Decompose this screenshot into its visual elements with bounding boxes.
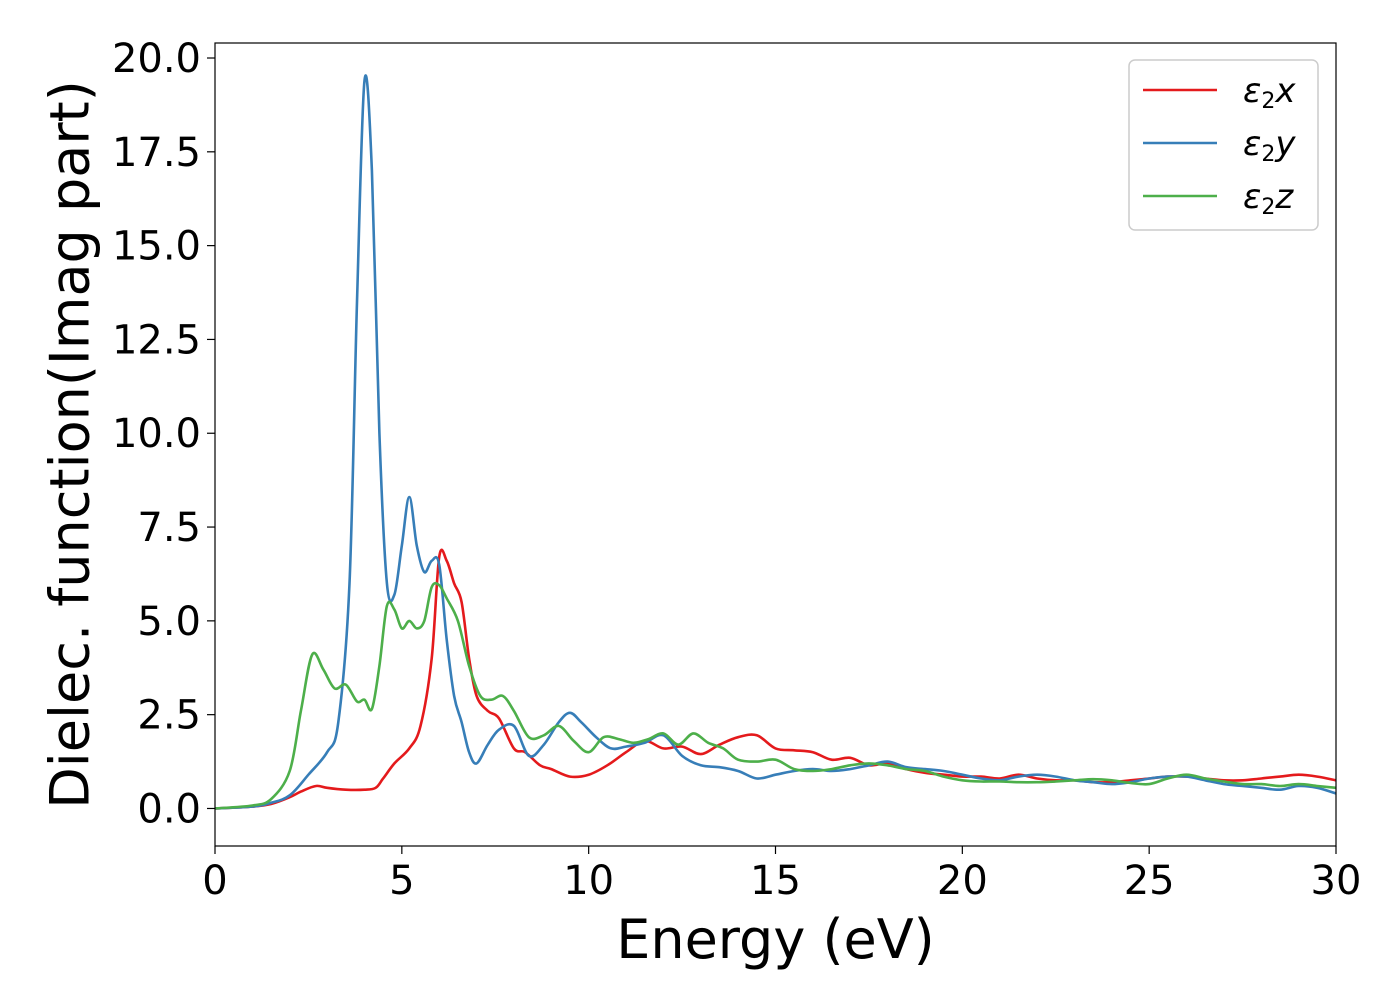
legend-box xyxy=(1128,59,1319,231)
series-line-x xyxy=(215,548,1336,810)
legend-label-sub: 2 xyxy=(1261,195,1275,220)
y-tick-label: 5.0 xyxy=(137,599,201,645)
x-tick-label: 20 xyxy=(937,858,988,904)
legend-label-main: ε xyxy=(1243,124,1261,164)
legend-label-main: ε xyxy=(1243,177,1261,217)
x-tick-label: 15 xyxy=(750,858,801,904)
y-tick-label: 0.0 xyxy=(137,786,201,832)
legend-label-main: ε xyxy=(1243,71,1261,111)
x-tick-label: 25 xyxy=(1124,858,1175,904)
y-tick-label: 12.5 xyxy=(112,317,201,363)
x-tick-label: 10 xyxy=(563,858,614,904)
y-tick-label: 15.0 xyxy=(112,224,201,270)
y-tick-label: 20.0 xyxy=(112,36,201,82)
y-tick-label: 7.5 xyxy=(137,505,201,551)
x-tick-label: 30 xyxy=(1311,858,1362,904)
legend-label: ε2z xyxy=(1243,177,1294,220)
x-tick-label: 5 xyxy=(389,858,414,904)
y-axis-label: Dielec. function(Imag part) xyxy=(39,80,102,809)
legend-item-y: ε2y xyxy=(1143,124,1296,167)
legend-label-var: y xyxy=(1274,124,1296,164)
legend-label-sub: 2 xyxy=(1261,142,1275,167)
y-tick-label: 17.5 xyxy=(112,130,201,176)
legend-item-x: ε2x xyxy=(1143,71,1296,114)
y-tick-label: 2.5 xyxy=(137,693,201,739)
legend-label-var: x xyxy=(1274,71,1296,111)
x-axis-label: Energy (eV) xyxy=(616,908,935,971)
legend-label: ε2y xyxy=(1243,124,1296,167)
ticks-layer: 0 5 10 15 20 25 30 0.0 2.5 5.0 7.5 10.0 12.5 15.0 17.5… xyxy=(112,36,1362,904)
series-line-y xyxy=(215,74,1336,810)
legend-label: ε2x xyxy=(1243,71,1296,114)
legend-label-var: z xyxy=(1274,177,1294,217)
legend-label-sub: 2 xyxy=(1261,89,1275,114)
y-tick-label: 10.0 xyxy=(112,411,201,457)
series-line-z xyxy=(215,581,1336,810)
series-layer xyxy=(215,74,1336,810)
legend-item-z: ε2z xyxy=(1143,177,1294,220)
x-tick-label: 0 xyxy=(202,858,227,904)
